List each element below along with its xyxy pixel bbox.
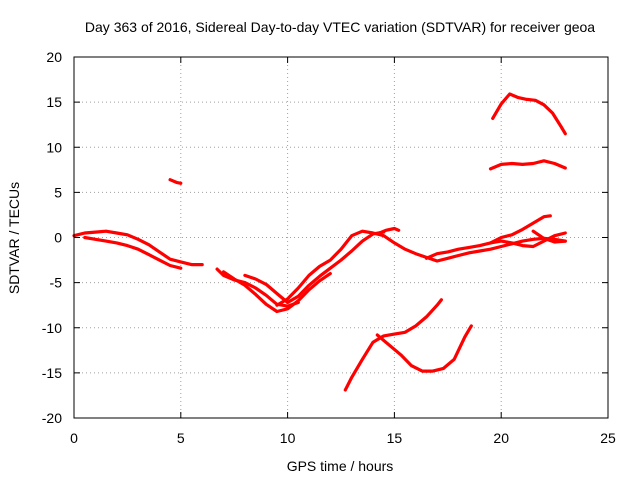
series-arc-12: [343, 298, 443, 392]
y-tick-label: 15: [46, 94, 62, 110]
x-tick-label: 25: [600, 430, 616, 446]
y-tick-label: -20: [42, 410, 62, 426]
series-arc-11: [531, 229, 567, 244]
y-axis-label: SDTVAR / TECUs: [6, 182, 22, 294]
x-tick-label: 15: [387, 430, 403, 446]
x-tick-label: 10: [280, 430, 296, 446]
series-arc-5: [221, 270, 332, 314]
x-tick-labels: 0 5 10 15 20 25: [70, 430, 616, 446]
y-tick-label: 5: [54, 184, 62, 200]
y-tick-label: 0: [54, 230, 62, 246]
data-series: [72, 92, 567, 392]
plot-frame: [73, 56, 609, 419]
series-arc-4: [215, 267, 300, 308]
series-arc-1: [72, 229, 204, 267]
series-arc-15: [491, 92, 567, 136]
x-tick-label: 5: [177, 430, 185, 446]
series-arc-7: [275, 229, 567, 307]
series-arc-14: [488, 159, 567, 171]
series-arc-10: [488, 214, 552, 245]
y-tick-label: -5: [50, 275, 63, 291]
x-tick-label: 0: [70, 430, 78, 446]
series-arc-6: [243, 230, 386, 305]
series-arc-9: [424, 231, 567, 260]
series-arc-2: [83, 235, 183, 270]
y-tick-label: 20: [46, 49, 62, 65]
series-arc-13: [375, 324, 473, 373]
series-arc-3: [168, 178, 183, 185]
x-axis-label: GPS time / hours: [287, 458, 394, 474]
y-tick-labels: -20 -15 -10 -5 0 5 10 15 20: [42, 49, 62, 426]
y-tick-label: -15: [42, 365, 62, 381]
y-tick-label: -10: [42, 320, 62, 336]
chart-title: Day 363 of 2016, Sidereal Day-to-day VTE…: [85, 19, 595, 35]
x-tick-label: 20: [493, 430, 509, 446]
y-tick-label: 10: [46, 139, 62, 155]
series-arc-8: [375, 226, 401, 236]
grid: [74, 57, 608, 418]
